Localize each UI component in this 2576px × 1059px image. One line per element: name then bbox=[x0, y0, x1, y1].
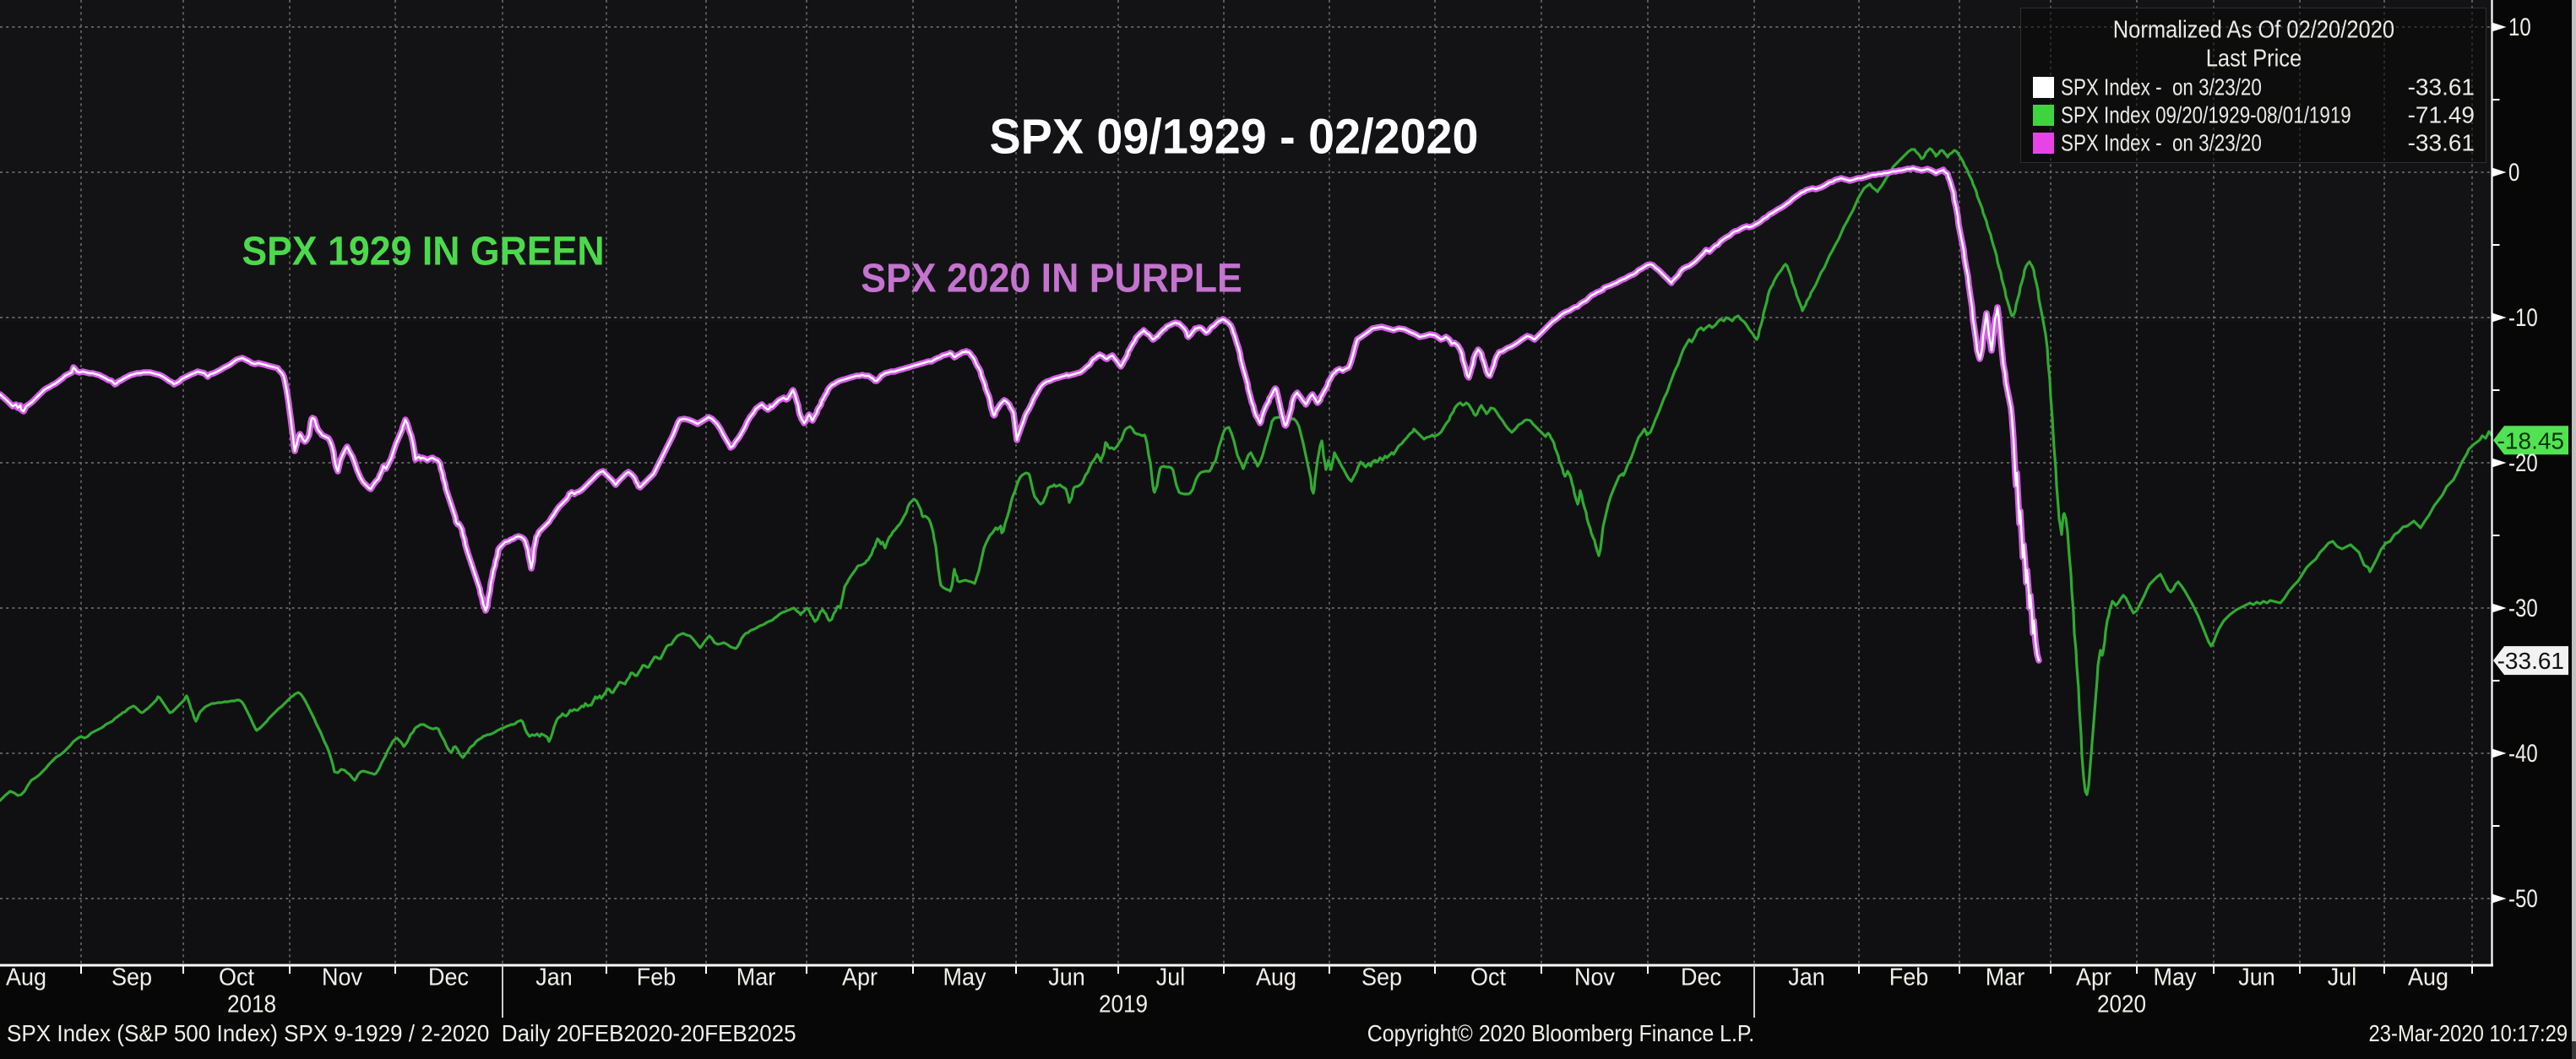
svg-text:-18.45: -18.45 bbox=[2497, 427, 2564, 453]
svg-text:-33.61: -33.61 bbox=[2497, 648, 2564, 674]
